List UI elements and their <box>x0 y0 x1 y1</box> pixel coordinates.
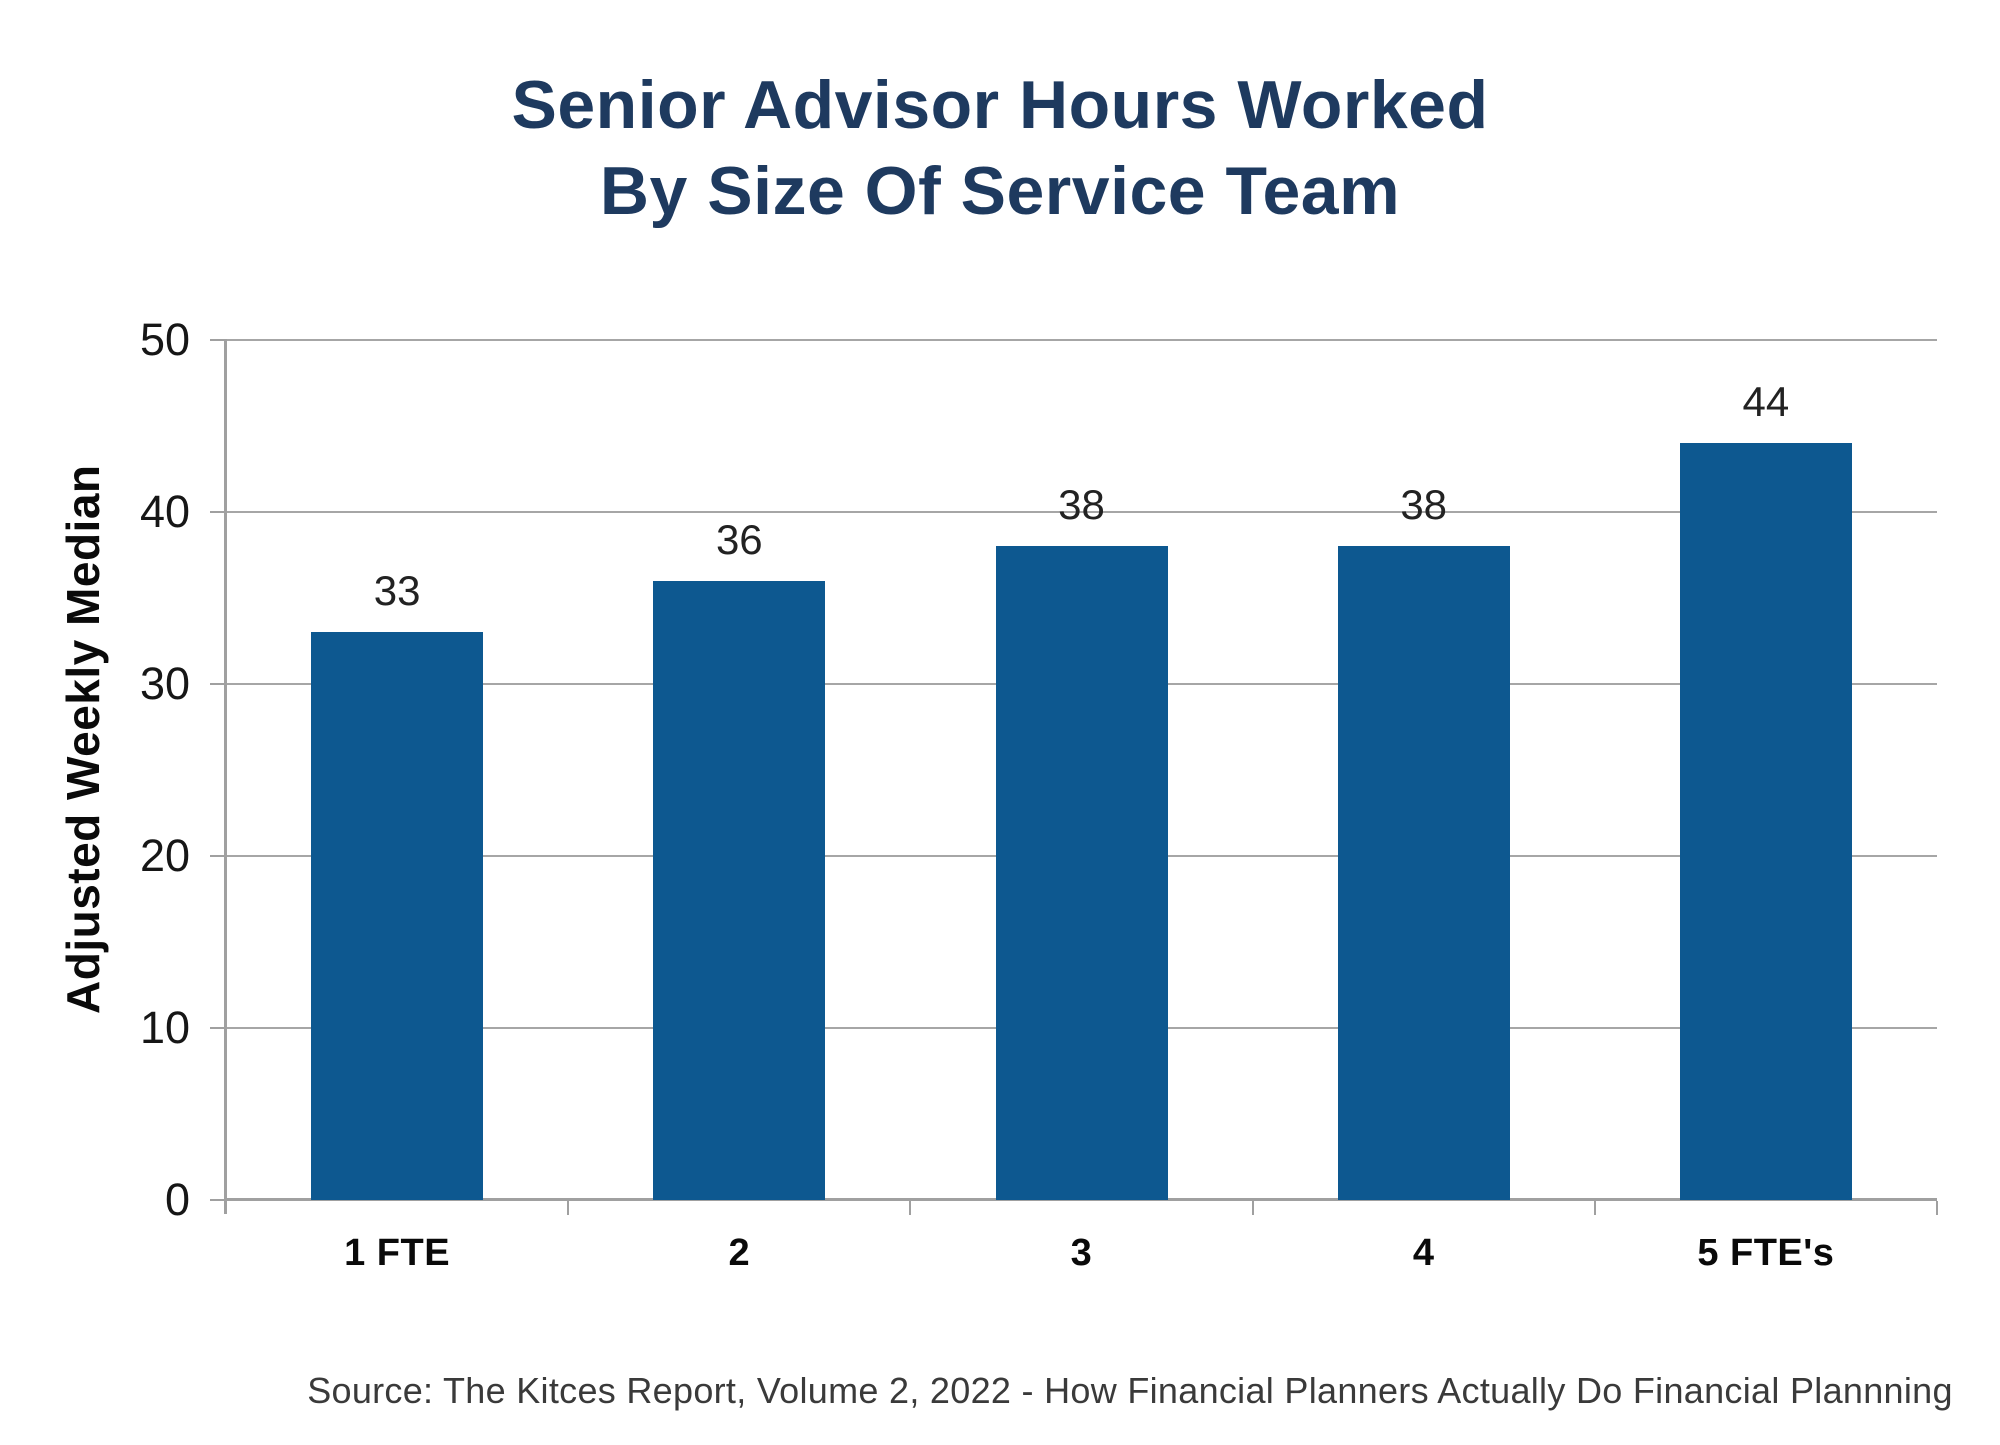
bar <box>1337 546 1510 1200</box>
plot-area: 0 10 20 30 40 50 33 1 FTE 36 2 38 3 38 4 44 5 FTE's <box>140 315 1938 1274</box>
y-axis-tick-label: 30 <box>139 658 190 709</box>
y-axis-tick-label: 20 <box>139 830 190 881</box>
y-axis-tick <box>210 1199 227 1201</box>
y-axis-tick <box>210 683 227 685</box>
x-category-label: 1 FTE <box>344 1232 451 1274</box>
y-axis-tick-label: 50 <box>139 314 190 365</box>
x-axis-tick <box>1936 1201 1938 1215</box>
gridline <box>226 511 1937 513</box>
chart-title-line-1: Senior Advisor Hours Worked <box>511 67 1489 143</box>
source-note: Source: The Kitces Report, Volume 2, 202… <box>307 1370 1953 1411</box>
bar <box>995 546 1168 1200</box>
y-axis-title: Adjusted Weekly Median <box>57 464 109 1014</box>
x-category-label: 3 <box>1070 1232 1093 1274</box>
x-category-label: 2 <box>728 1232 751 1274</box>
bar <box>311 632 484 1200</box>
bar-value-label: 44 <box>1742 378 1790 426</box>
gridline <box>226 339 1937 341</box>
x-axis-tick <box>1593 1201 1596 1215</box>
chart-title: Senior Advisor Hours Worked By Size Of S… <box>0 62 2000 234</box>
bar <box>653 580 826 1200</box>
bar-value-label: 38 <box>1058 481 1105 529</box>
y-axis-tick-label: 0 <box>164 1174 190 1225</box>
y-axis-tick <box>210 511 227 513</box>
x-axis-tick <box>909 1201 912 1215</box>
bar-value-label: 38 <box>1400 481 1448 529</box>
y-axis-tick <box>210 339 227 341</box>
x-category-label: 4 <box>1412 1232 1435 1274</box>
x-axis-tick <box>1251 1201 1254 1215</box>
y-axis-line <box>224 340 227 1214</box>
y-axis-tick <box>210 855 227 857</box>
x-axis-tick <box>567 1201 570 1215</box>
bar-value-label: 36 <box>715 515 763 563</box>
y-axis-tick-label: 40 <box>139 486 190 537</box>
y-axis-tick-label: 10 <box>139 1002 190 1053</box>
bar <box>1679 443 1852 1200</box>
x-category-label: 5 FTE's <box>1697 1232 1835 1274</box>
y-axis-tick <box>210 1027 227 1029</box>
bar-value-label: 33 <box>373 567 421 615</box>
chart-title-line-2: By Size Of Service Team <box>599 153 1401 229</box>
